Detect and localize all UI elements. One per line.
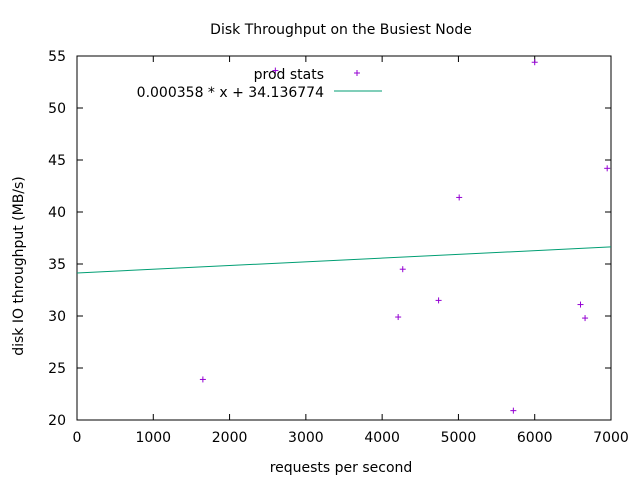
x-axis-label: requests per second	[270, 460, 413, 476]
y-axis-label: disk IO throughput (MB/s)	[11, 176, 27, 356]
data-point	[604, 165, 611, 172]
data-point	[531, 59, 538, 66]
y-tick-label: 35	[48, 257, 66, 273]
y-tick-label: 55	[48, 49, 66, 65]
x-tick-label: 5000	[441, 430, 477, 446]
data-point	[582, 315, 589, 322]
x-tick-label: 3000	[288, 430, 324, 446]
fit-line	[76, 246, 612, 274]
y-tick-label: 40	[48, 205, 66, 221]
data-point	[456, 194, 463, 201]
data-point	[272, 67, 279, 74]
data-point	[510, 407, 517, 414]
legend: prod stats 0.000358 * x + 34.136774	[137, 67, 382, 101]
legend-marker-points	[354, 70, 360, 76]
data-point	[577, 301, 584, 308]
x-tick-label: 6000	[517, 430, 553, 446]
x-tick-label: 2000	[212, 430, 248, 446]
x-tick-label: 1000	[135, 430, 171, 446]
plot-border	[76, 55, 612, 421]
legend-label-fit: 0.000358 * x + 34.136774	[137, 85, 324, 101]
data-point	[399, 266, 406, 273]
data-point	[435, 297, 442, 304]
chart-title: Disk Throughput on the Busiest Node	[210, 22, 472, 38]
data-point	[199, 376, 206, 383]
y-tick-label: 45	[48, 153, 66, 169]
y-tick-label: 20	[48, 413, 66, 429]
x-tick-label: 7000	[593, 430, 629, 446]
legend-label-points: prod stats	[254, 67, 324, 83]
data-point	[395, 314, 402, 321]
x-tick-label: 4000	[364, 430, 400, 446]
x-tick-label: 0	[73, 430, 82, 446]
y-tick-label: 50	[48, 101, 66, 117]
plot-layer: 0 1000 2000 3000 4000 5000 6000 7000 20 25 30 35 40 4…	[48, 49, 629, 446]
y-tick-label: 25	[48, 361, 66, 377]
y-tick-label: 30	[48, 309, 66, 325]
